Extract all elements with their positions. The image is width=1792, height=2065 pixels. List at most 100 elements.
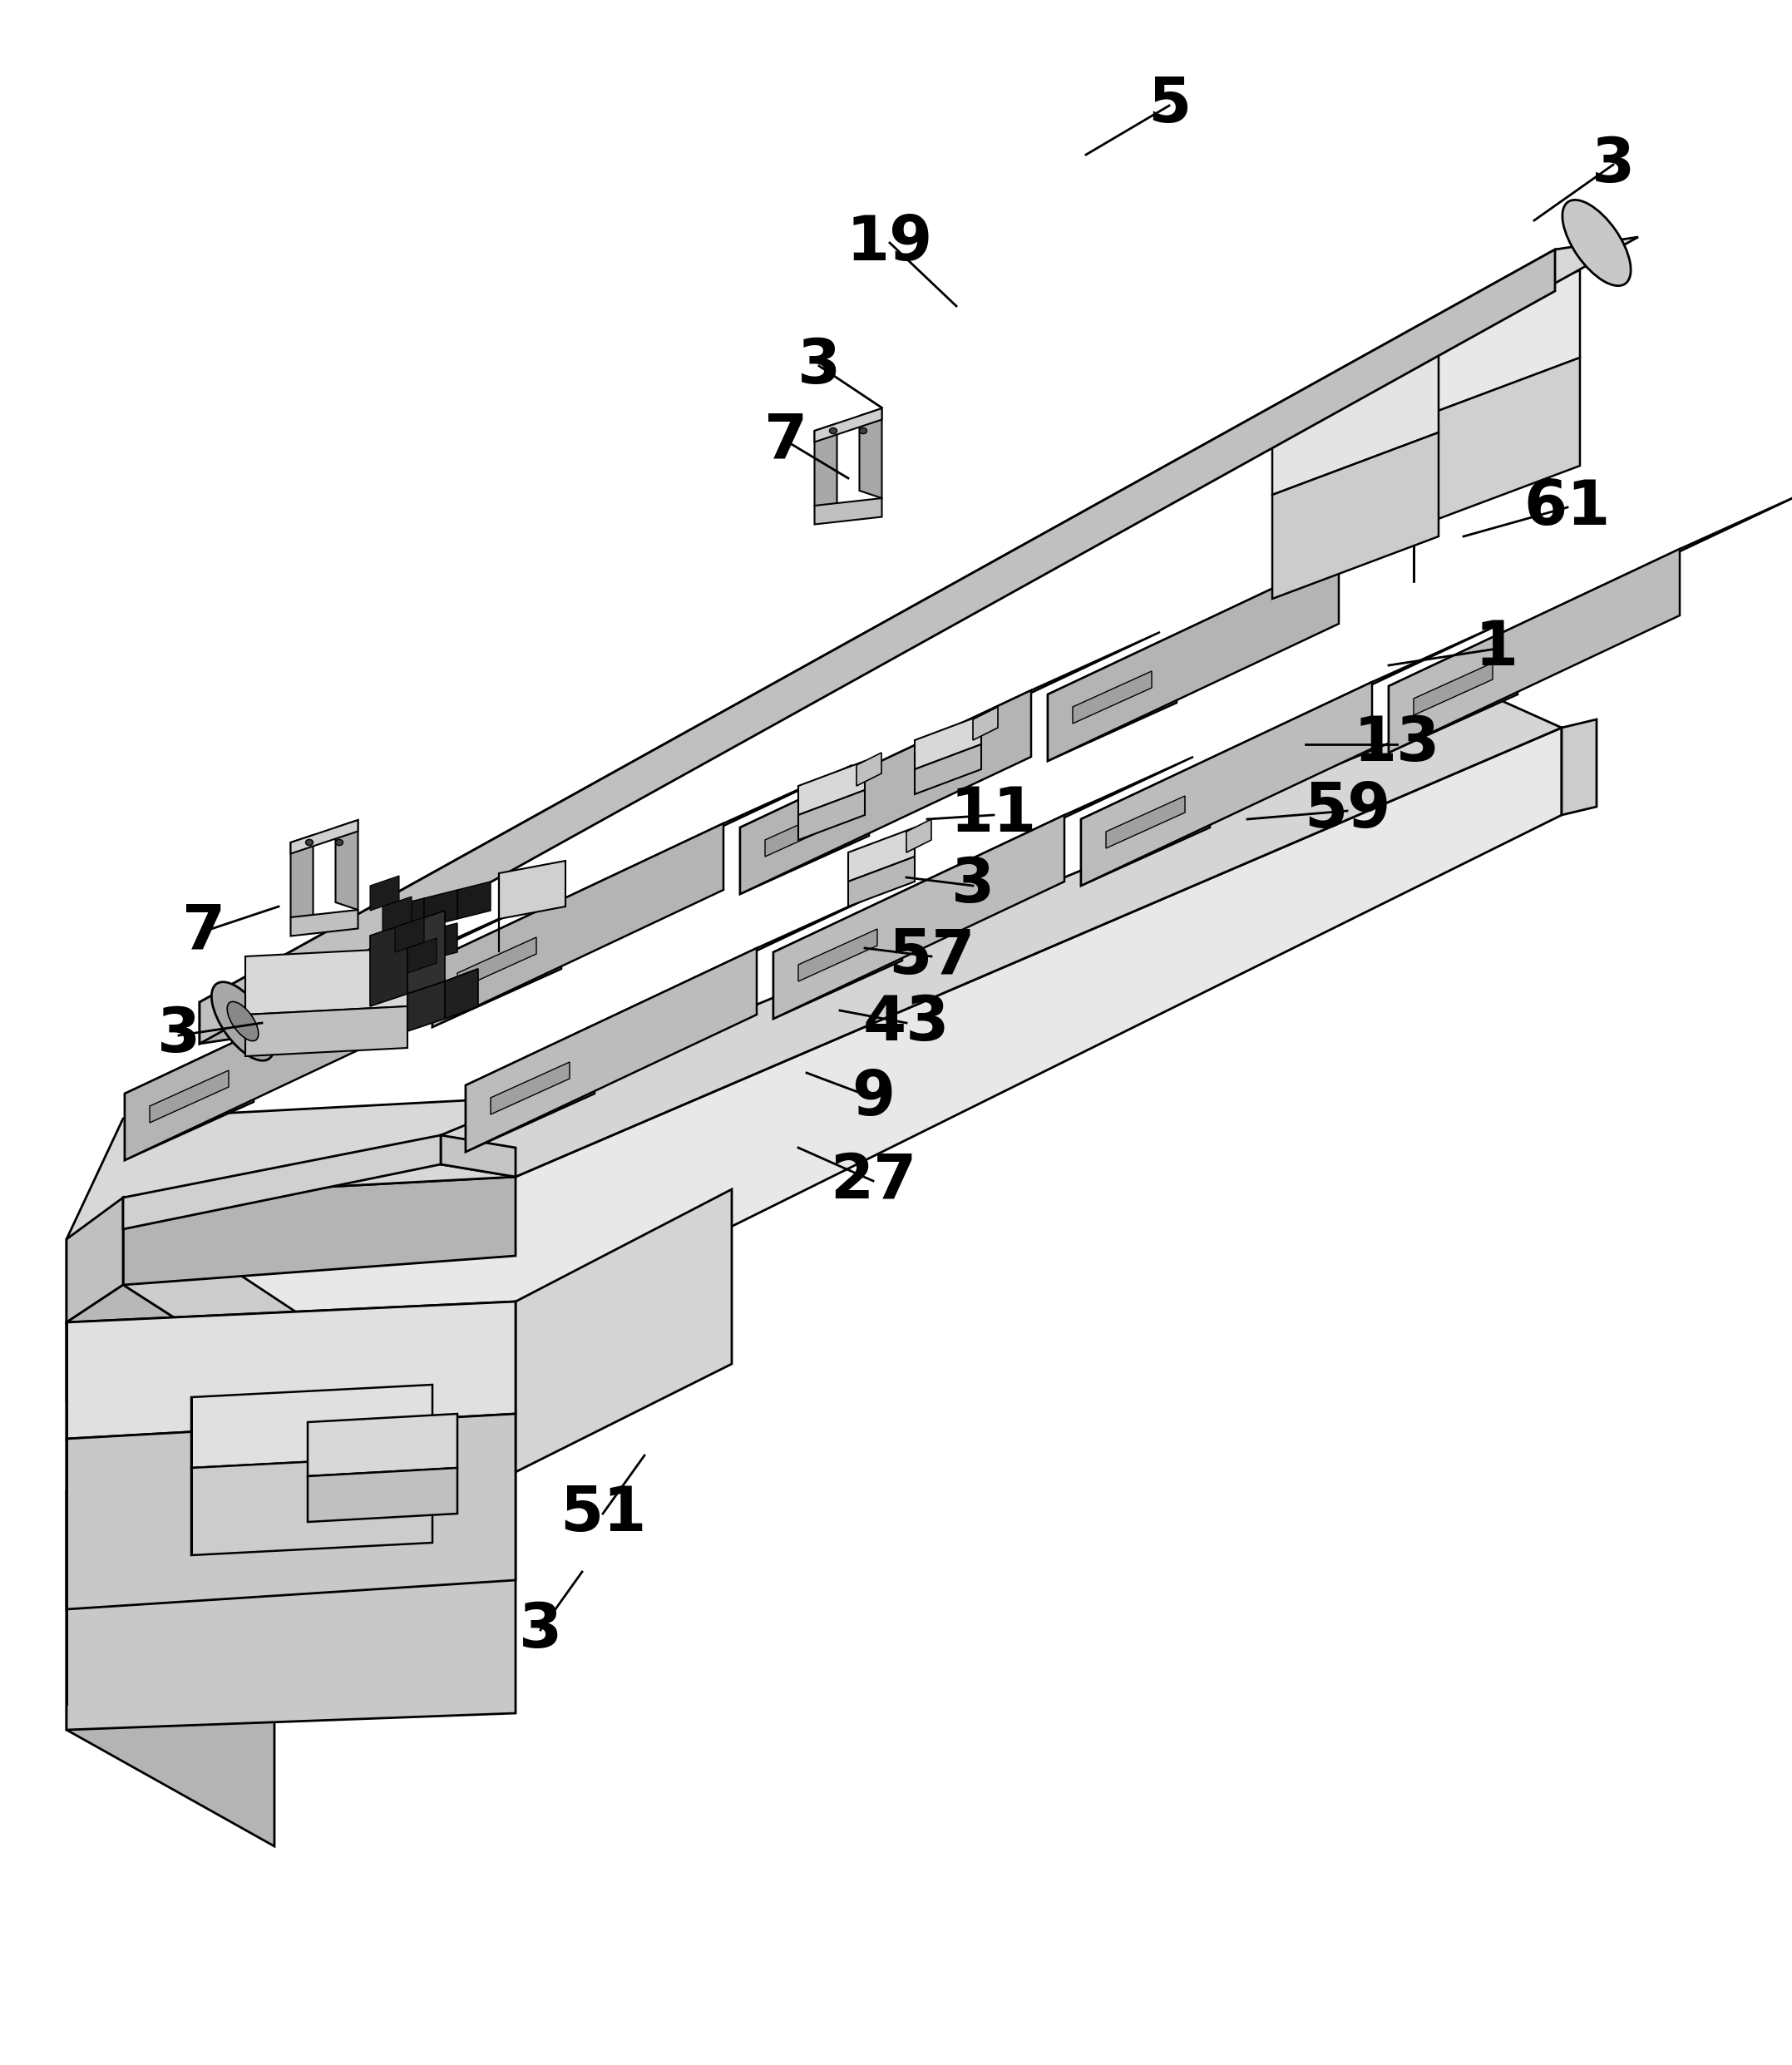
Text: 3: 3	[158, 1006, 201, 1066]
Polygon shape	[774, 894, 901, 1018]
Text: 61: 61	[1523, 477, 1611, 537]
Text: 11: 11	[950, 785, 1038, 845]
Polygon shape	[491, 1061, 570, 1115]
Polygon shape	[774, 756, 1193, 952]
Polygon shape	[815, 409, 882, 442]
Polygon shape	[466, 948, 756, 1152]
Polygon shape	[425, 923, 457, 960]
Polygon shape	[66, 1472, 516, 1730]
Polygon shape	[308, 1415, 457, 1476]
Polygon shape	[1389, 491, 1792, 686]
Polygon shape	[391, 931, 425, 968]
Polygon shape	[290, 820, 358, 853]
Text: 5: 5	[1147, 74, 1192, 136]
Polygon shape	[848, 828, 914, 882]
Polygon shape	[1081, 624, 1502, 820]
Text: 3: 3	[952, 855, 995, 917]
Polygon shape	[66, 1415, 516, 1609]
Polygon shape	[124, 1136, 441, 1229]
Polygon shape	[192, 1456, 432, 1555]
Polygon shape	[1272, 345, 1439, 496]
Polygon shape	[857, 752, 882, 787]
Polygon shape	[391, 898, 425, 935]
Polygon shape	[1389, 549, 1679, 752]
Ellipse shape	[1563, 200, 1631, 285]
Text: 19: 19	[846, 213, 934, 273]
Polygon shape	[797, 791, 866, 840]
Polygon shape	[441, 1136, 516, 1177]
Polygon shape	[457, 938, 536, 989]
Text: 3: 3	[1591, 134, 1634, 194]
Polygon shape	[432, 766, 853, 960]
Polygon shape	[1414, 357, 1581, 529]
Polygon shape	[466, 890, 885, 1086]
Polygon shape	[914, 743, 982, 795]
Polygon shape	[199, 250, 1555, 1043]
Polygon shape	[432, 824, 724, 1026]
Polygon shape	[394, 917, 425, 952]
Polygon shape	[1106, 795, 1185, 849]
Polygon shape	[1414, 663, 1493, 714]
Polygon shape	[774, 816, 1064, 1018]
Polygon shape	[199, 237, 1638, 1002]
Polygon shape	[1081, 762, 1210, 886]
Text: 9: 9	[851, 1068, 894, 1127]
Polygon shape	[382, 896, 412, 931]
Polygon shape	[124, 727, 1561, 1423]
Text: 51: 51	[559, 1483, 647, 1545]
Polygon shape	[335, 820, 358, 911]
Polygon shape	[369, 923, 407, 1006]
Polygon shape	[125, 898, 545, 1094]
Polygon shape	[1048, 636, 1177, 762]
Polygon shape	[290, 834, 314, 925]
Polygon shape	[124, 1198, 337, 1423]
Polygon shape	[66, 1284, 337, 1460]
Polygon shape	[1081, 681, 1373, 886]
Polygon shape	[1272, 432, 1439, 599]
Polygon shape	[907, 820, 932, 853]
Polygon shape	[1561, 719, 1597, 816]
Ellipse shape	[306, 840, 314, 845]
Text: 13: 13	[1353, 714, 1441, 774]
Polygon shape	[860, 409, 882, 498]
Polygon shape	[444, 968, 478, 1018]
Ellipse shape	[335, 840, 342, 845]
Text: 1: 1	[1475, 617, 1518, 679]
Polygon shape	[797, 762, 866, 816]
Polygon shape	[308, 1468, 457, 1522]
Polygon shape	[516, 1189, 731, 1472]
Polygon shape	[466, 1026, 595, 1152]
Polygon shape	[407, 938, 437, 973]
Text: 57: 57	[887, 925, 975, 987]
Polygon shape	[815, 423, 837, 512]
Polygon shape	[246, 948, 407, 1014]
Text: 59: 59	[1305, 781, 1391, 840]
Polygon shape	[457, 882, 491, 919]
Polygon shape	[740, 770, 869, 894]
Polygon shape	[1389, 628, 1518, 752]
Polygon shape	[740, 690, 1030, 894]
Text: 7: 7	[183, 900, 226, 962]
Polygon shape	[740, 632, 1159, 828]
Polygon shape	[125, 1035, 254, 1161]
Polygon shape	[246, 1006, 407, 1055]
Polygon shape	[432, 902, 561, 1026]
Polygon shape	[66, 1493, 274, 1846]
Polygon shape	[407, 968, 478, 1030]
Polygon shape	[66, 1198, 124, 1322]
Polygon shape	[66, 1301, 516, 1439]
Polygon shape	[1073, 671, 1152, 723]
Polygon shape	[1414, 271, 1581, 419]
Polygon shape	[1048, 558, 1339, 762]
Text: 3: 3	[797, 337, 840, 396]
Polygon shape	[151, 1070, 229, 1123]
Polygon shape	[407, 911, 444, 993]
Polygon shape	[498, 861, 566, 919]
Text: 27: 27	[830, 1150, 916, 1212]
Polygon shape	[66, 1099, 516, 1322]
Polygon shape	[124, 1177, 516, 1284]
Ellipse shape	[830, 427, 837, 434]
Polygon shape	[815, 498, 882, 525]
Polygon shape	[425, 890, 457, 927]
Polygon shape	[369, 876, 400, 911]
